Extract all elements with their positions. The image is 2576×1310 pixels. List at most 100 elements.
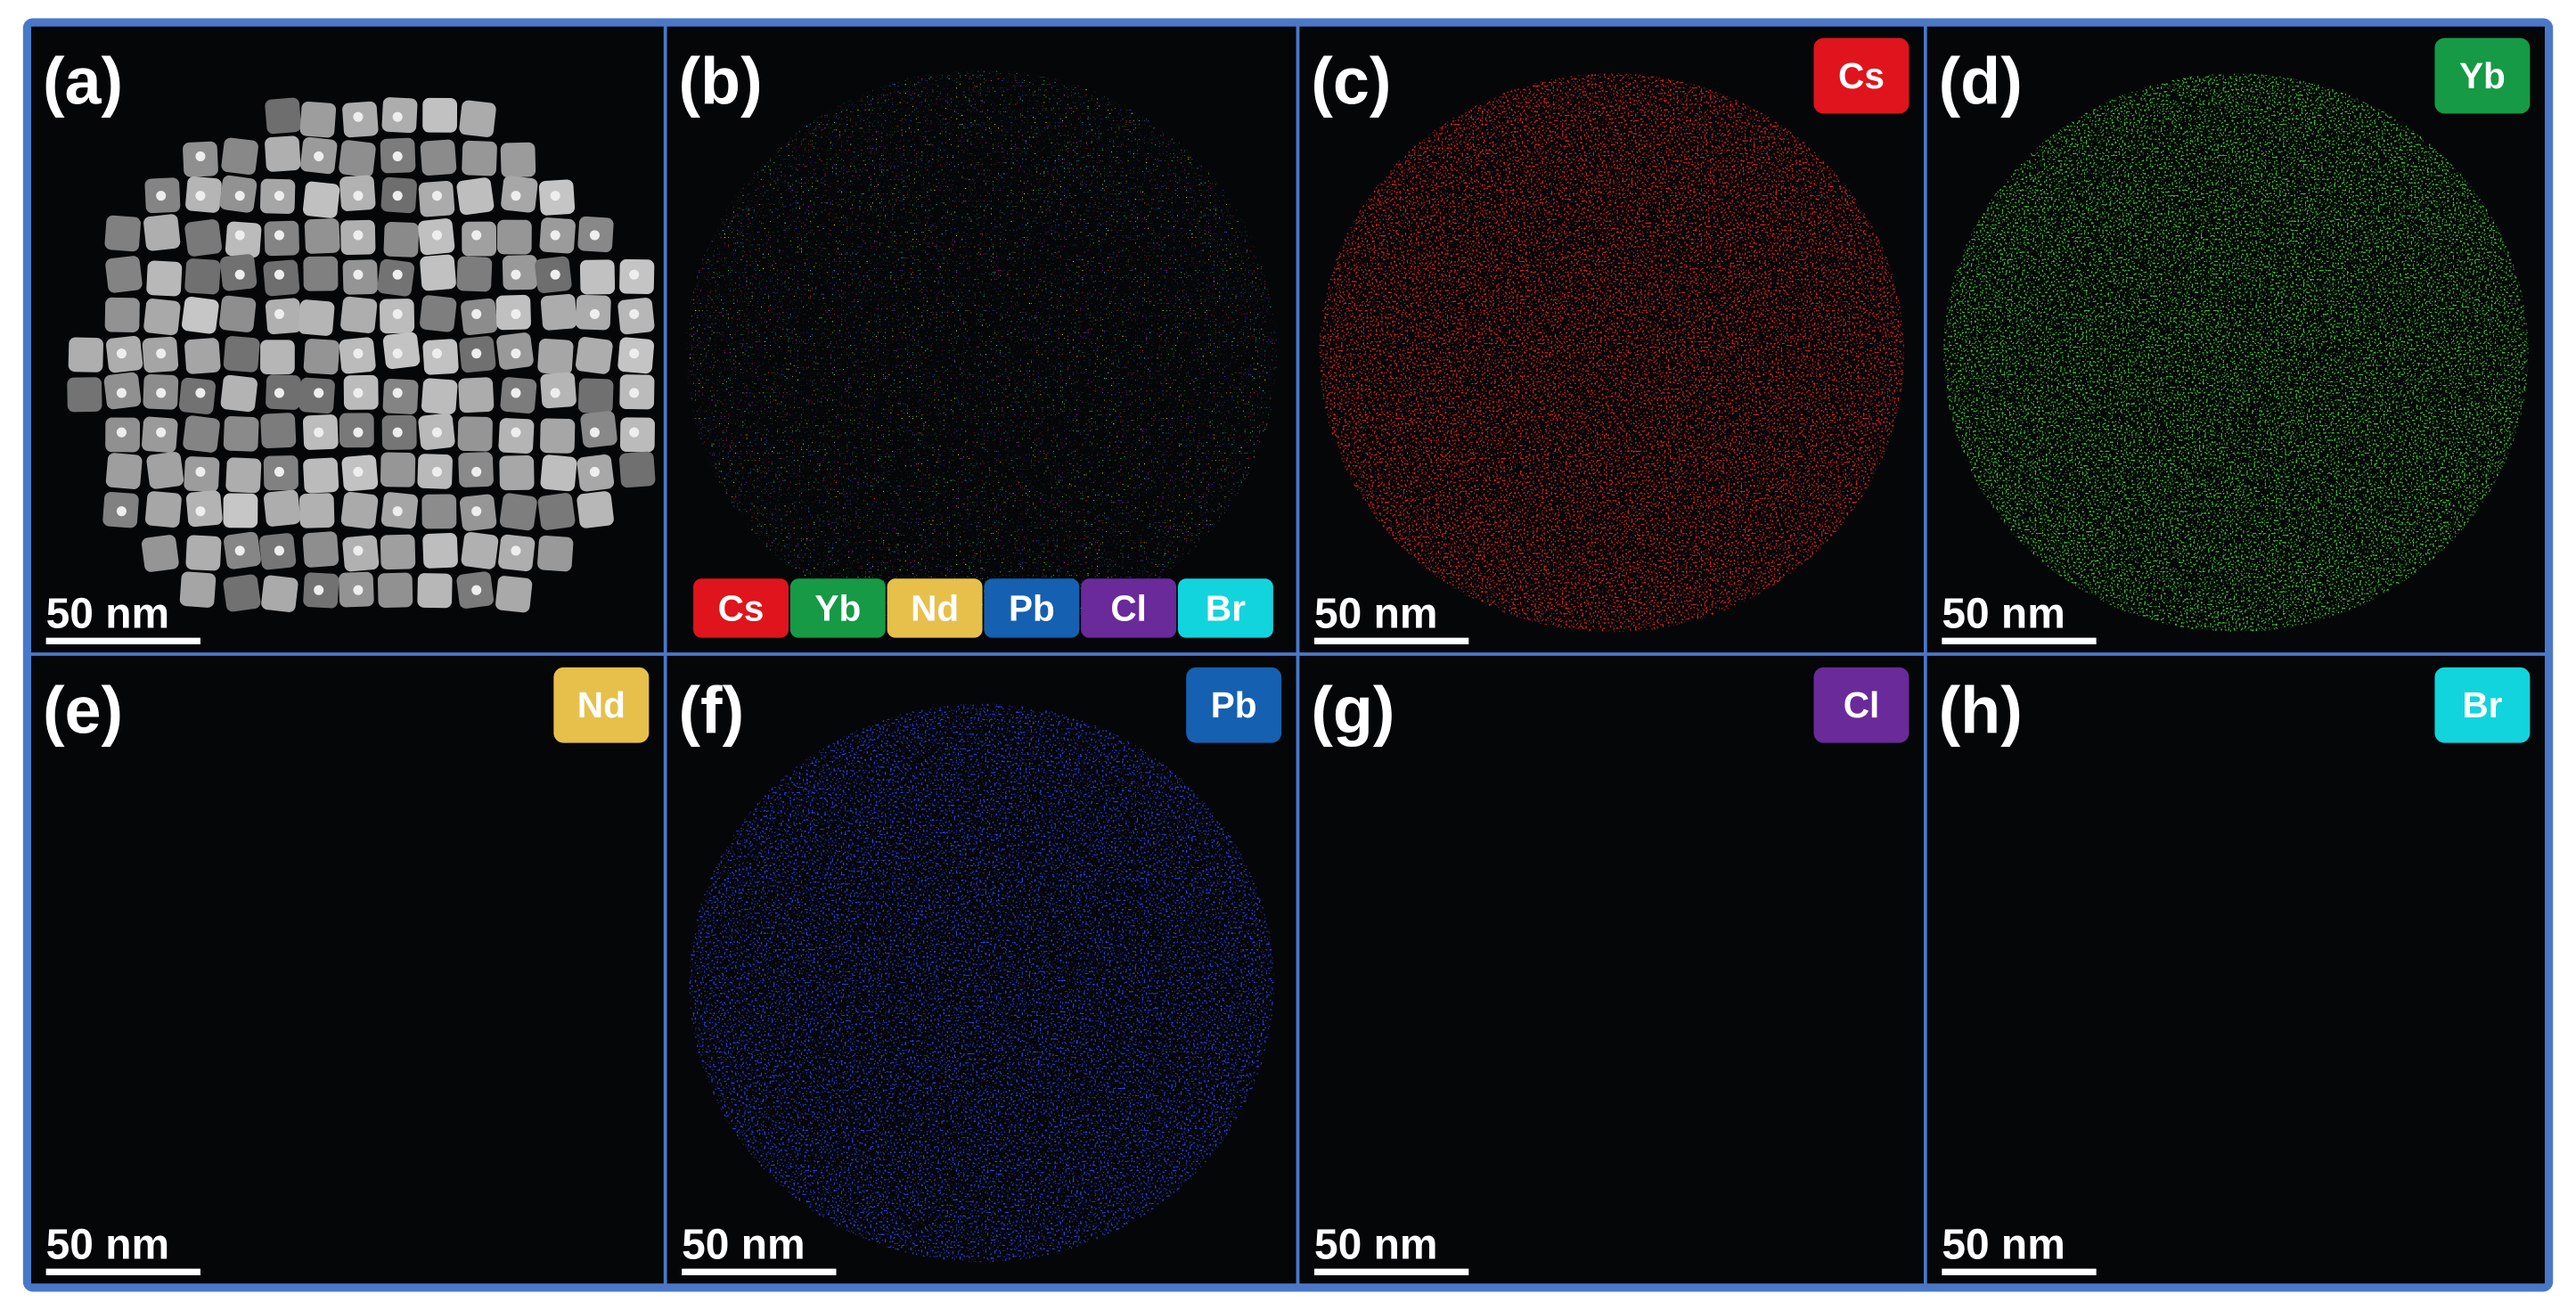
nanocube	[220, 374, 258, 413]
nanocube	[461, 532, 499, 569]
nanocube	[339, 140, 376, 177]
nanocube	[537, 339, 574, 375]
dot	[471, 308, 482, 319]
nanocube	[462, 140, 497, 176]
dot	[353, 230, 364, 241]
nanocube	[577, 491, 614, 528]
eds-map	[54, 703, 641, 1263]
nanocube	[184, 338, 221, 374]
dot	[511, 308, 521, 319]
nanocube	[540, 294, 577, 331]
nanocube	[221, 137, 258, 176]
dot	[471, 506, 482, 517]
dot	[392, 388, 403, 398]
dot	[314, 585, 324, 595]
nanocube	[420, 139, 457, 176]
nanocube	[422, 339, 459, 375]
nanocube	[303, 256, 339, 291]
nanocube	[299, 101, 337, 138]
legend-label: Nd	[911, 587, 959, 628]
scale-bar-label: 50 nm	[46, 1222, 170, 1269]
dot	[511, 269, 521, 280]
dot	[589, 230, 600, 241]
nanocube	[261, 575, 298, 612]
dot	[195, 388, 206, 398]
legend-box	[887, 578, 983, 638]
dot	[116, 348, 127, 359]
panel: (h) Br 50 nm	[1924, 652, 2548, 1287]
dot	[471, 585, 482, 595]
nanocube	[303, 181, 340, 218]
nanocube	[421, 494, 457, 529]
dot	[392, 191, 403, 201]
nanocube	[184, 258, 221, 295]
element-tag: Yb	[2459, 55, 2506, 96]
nanocube	[577, 378, 614, 414]
scale-bar-label: 50 nm	[1942, 1222, 2065, 1269]
legend-box	[1177, 578, 1273, 638]
panel: (b) Cs Yb Nd Pb Cl Br	[663, 23, 1300, 656]
dot	[392, 111, 403, 122]
dot	[314, 388, 324, 398]
element-tag: Nd	[577, 684, 626, 725]
dot	[234, 230, 245, 241]
element-tag-box	[1813, 37, 1910, 114]
nanocube	[225, 457, 262, 494]
legend-label: Cl	[1110, 587, 1147, 628]
nanocube	[223, 336, 260, 373]
nanocube	[575, 337, 613, 374]
scale-bar-label: 50 nm	[682, 1222, 806, 1269]
eds-map	[1943, 73, 2529, 633]
nanocube	[143, 214, 181, 251]
element-tag: Br	[2462, 684, 2502, 725]
nanocube	[303, 457, 339, 494]
dot	[353, 269, 364, 280]
element-tag-box	[2434, 667, 2531, 743]
nanocube	[340, 296, 378, 333]
nanocube	[500, 142, 536, 178]
dot	[274, 269, 284, 280]
panel-label: (d)	[1939, 44, 2023, 118]
element-tag-box	[1186, 667, 1282, 743]
dot	[274, 230, 284, 241]
dot	[195, 191, 206, 201]
panel: (f) Pb 50 nm	[663, 652, 1300, 1287]
nanocube	[380, 452, 416, 487]
nanocube	[302, 531, 339, 568]
scale-bar-label: 50 nm	[1942, 591, 2065, 638]
dot	[156, 427, 167, 438]
nanocube	[179, 571, 217, 608]
element-tag-box	[553, 667, 650, 743]
dot	[392, 506, 403, 517]
dot	[511, 191, 521, 201]
nanocube	[260, 340, 295, 375]
panel: (g) Cl 50 nm	[1296, 652, 1927, 1287]
dot	[471, 230, 482, 241]
dot	[274, 308, 284, 319]
dot	[353, 545, 364, 556]
nanocube	[146, 452, 184, 489]
legend-label: Yb	[814, 587, 861, 628]
panel: (e) Nd 50 nm	[28, 652, 667, 1287]
dot	[431, 466, 442, 477]
nanocube	[537, 493, 576, 530]
legend-box	[693, 578, 789, 638]
dot	[629, 269, 640, 280]
dot	[353, 388, 364, 398]
dot	[116, 506, 127, 517]
panel: (d) Yb 50 nm	[1924, 23, 2548, 656]
eds-map	[689, 703, 1274, 1263]
dot	[550, 269, 560, 280]
dot	[314, 151, 324, 161]
nanocube	[105, 256, 143, 293]
nanocube	[182, 296, 219, 334]
dot	[353, 348, 364, 359]
nanocube	[499, 454, 535, 491]
scale-bar-label: 50 nm	[46, 591, 170, 638]
dot	[274, 466, 284, 477]
nanocube	[104, 215, 141, 252]
panel-label: (h)	[1939, 674, 2023, 748]
element-tag: Cl	[1844, 684, 1880, 725]
